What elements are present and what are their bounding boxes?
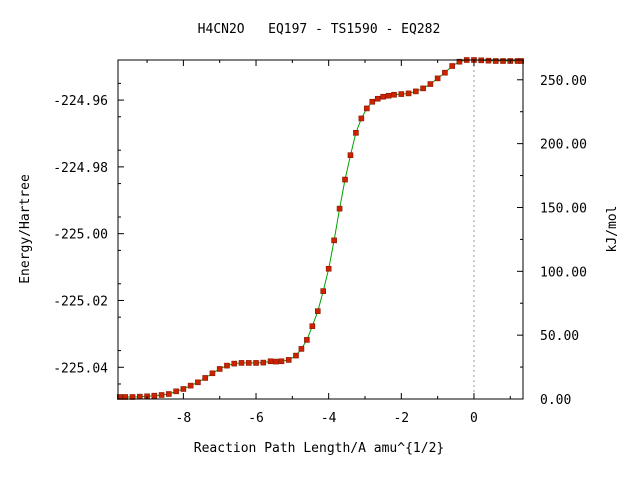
y2-axis-label: kJ/mol [605,206,620,253]
data-point [320,288,327,294]
data-point [245,360,252,366]
y2-tick-label: 0.00 [540,393,571,408]
data-point [187,382,194,389]
data-point [209,370,216,377]
y-tick-label: -225.00 [53,228,108,243]
data-point [273,358,279,365]
y2-tick-label: 200.00 [540,138,587,153]
y-axis-label: Energy/Hartree [18,174,33,284]
data-point [309,323,316,329]
data-point [173,388,179,395]
data-point [391,91,397,98]
data-point [347,152,354,158]
data-point [224,362,230,369]
data-point [385,92,392,99]
data-point [331,237,337,244]
data-point [369,98,376,105]
data-point [216,366,223,372]
x-tick-label: 0 [470,411,478,426]
data-point [518,58,524,64]
y-axis-left: -224.96 -224.98 -225.00 -225.02 -225.04 [53,82,124,385]
data-point [353,130,359,136]
y-tick-label: -225.02 [53,294,108,309]
data-point [158,392,165,398]
data-point [293,352,299,359]
y-tick-label: -224.98 [53,161,108,176]
data-point [342,176,348,183]
data-point [253,360,259,366]
data-point [166,391,172,397]
series-layer [117,57,524,400]
y-axis-right: 0.00 50.00 100.00 150.00 200.00 250.00 [517,74,587,408]
y-tick-label: -225.04 [53,361,108,376]
data-point [151,392,158,399]
data-point [449,63,455,69]
data-point [492,58,499,64]
data-point [500,58,506,64]
x-tick-label: -2 [393,411,409,426]
data-point [278,358,285,365]
data-point [314,308,321,314]
data-point [427,81,434,87]
data-point [180,386,187,392]
data-point [336,205,343,212]
x-tick-label: -6 [248,411,264,426]
data-point [202,375,208,381]
series-line [119,59,522,398]
y2-tick-label: 150.00 [540,201,587,216]
data-point [195,379,201,386]
data-point [238,360,245,366]
data-point [398,91,405,97]
data-point [485,57,492,64]
data-point [231,360,238,367]
y2-tick-label: 250.00 [540,74,587,89]
data-point [325,265,332,272]
data-point [374,95,381,102]
data-point [405,90,412,97]
data-point [136,393,143,400]
data-point [442,69,448,76]
data-point [434,75,441,82]
data-point [260,359,267,366]
data-point [298,346,305,352]
data-point [456,58,463,65]
chart-title: H4CN2O EQ197 - TS1590 - EQ282 [198,22,441,37]
data-point [358,115,365,122]
data-point [420,85,426,92]
data-point [380,93,386,100]
data-point [413,88,419,95]
y2-tick-label: 50.00 [540,329,579,344]
x-tick-label: -8 [176,411,192,426]
plot-frame [117,59,524,400]
data-point [285,357,292,363]
data-point [364,105,370,112]
y-tick-label: -224.96 [53,94,108,109]
x-axis: -8 -6 -4 -2 0 [146,60,511,426]
data-point [267,358,274,365]
x-axis-label: Reaction Path Length/A amu^{1/2} [194,441,444,456]
x-tick-label: -4 [321,411,337,426]
y2-tick-label: 100.00 [540,265,587,280]
data-point [304,337,310,343]
